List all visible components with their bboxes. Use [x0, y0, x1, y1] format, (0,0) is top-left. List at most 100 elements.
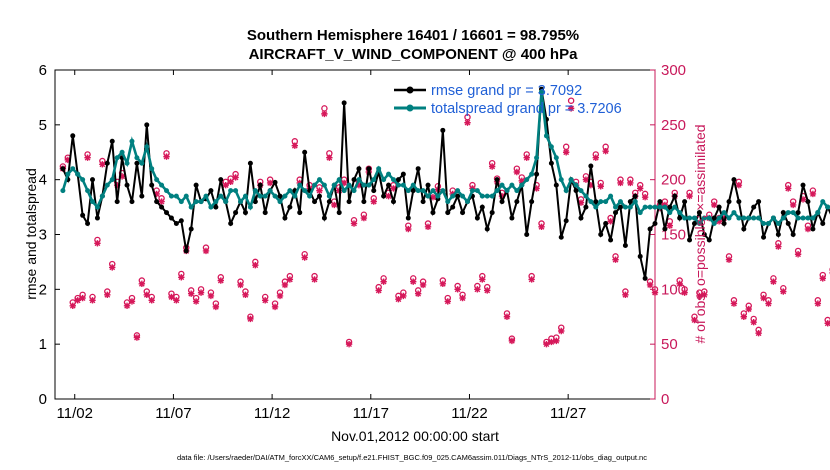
y-left-tick-label: 5 — [39, 117, 47, 134]
spread-point — [825, 204, 830, 210]
rmse-point — [553, 182, 559, 188]
spread-point — [326, 193, 332, 199]
obs-assimilated-point — [454, 286, 461, 293]
obs-assimilated-point — [444, 298, 451, 305]
spread-point — [321, 182, 327, 188]
obs-assimilated-point — [390, 185, 397, 192]
rmse-point — [548, 160, 554, 166]
spread-point — [558, 177, 564, 183]
obs-assimilated-point — [538, 223, 545, 231]
obs-assimilated-point — [508, 337, 516, 345]
rmse-point — [341, 100, 347, 106]
obs-assimilated-point — [765, 300, 772, 307]
obs-assimilated-point — [484, 287, 491, 294]
obs-assimilated-point — [641, 194, 649, 201]
obs-assimilated-point — [252, 262, 259, 269]
obs-assimilated-point — [553, 337, 560, 345]
obs-assimilated-point — [360, 214, 368, 222]
obs-assimilated-point — [597, 183, 604, 190]
obs-assimilated-point — [587, 181, 595, 189]
spread-point — [257, 193, 263, 199]
spread-point — [198, 199, 204, 205]
spread-point — [94, 204, 100, 210]
rmse-point — [395, 177, 401, 183]
spread-point — [99, 193, 105, 199]
spread-point — [780, 215, 786, 221]
obs-assimilated-point — [755, 330, 762, 337]
obs-assimilated-point — [528, 276, 535, 283]
obs-assimilated-point — [153, 190, 160, 198]
obs-assimilated-point — [745, 305, 752, 313]
rmse-point — [272, 179, 278, 185]
spread-point — [218, 193, 224, 199]
rmse-point — [662, 226, 668, 232]
spread-point — [509, 182, 515, 188]
spread-point — [139, 160, 145, 166]
obs-assimilated-point — [355, 181, 363, 189]
rmse-point — [316, 193, 322, 199]
spread-point — [568, 177, 574, 183]
spread-point — [608, 193, 614, 199]
spread-point — [662, 204, 668, 210]
spread-point — [583, 193, 589, 199]
spread-point — [346, 182, 352, 188]
rmse-point — [667, 204, 673, 210]
obs-assimilated-point — [370, 198, 377, 205]
rmse-point — [257, 182, 263, 188]
obs-assimilated-point — [666, 222, 674, 229]
spread-point — [119, 149, 125, 155]
chart-title-line2: AIRCRAFT_V_WIND_COMPONENT @ 400 hPa — [249, 46, 579, 63]
rmse-point — [164, 210, 170, 216]
obs-assimilated-point — [607, 218, 614, 225]
obs-assimilated-point — [69, 302, 76, 309]
obs-assimilated-point — [197, 289, 205, 296]
obs-possible-point — [567, 97, 575, 104]
spread-point — [395, 182, 401, 188]
spread-point — [593, 204, 599, 210]
spread-point — [312, 182, 318, 188]
x-tick-label: 11/02 — [57, 405, 93, 422]
rmse-point — [588, 163, 594, 169]
rmse-point — [642, 275, 648, 281]
rmse-point — [524, 232, 530, 237]
spread-point — [731, 210, 737, 216]
spread-point — [687, 215, 693, 221]
rmse-point — [711, 215, 717, 221]
rmse-point — [657, 199, 663, 205]
spread-point — [400, 182, 406, 188]
rmse-point — [233, 210, 239, 216]
spread-point — [381, 177, 387, 183]
spread-point — [820, 199, 826, 205]
obs-assimilated-point — [410, 278, 417, 285]
spread-point — [351, 188, 357, 194]
obs-assimilated-point — [819, 275, 826, 282]
spread-point — [213, 199, 219, 205]
rmse-point — [430, 210, 436, 216]
spread-point — [716, 215, 722, 221]
spread-point — [499, 182, 505, 188]
spread-point — [460, 193, 466, 199]
rmse-point — [178, 218, 184, 224]
spread-point — [341, 188, 347, 194]
rmse-point — [302, 149, 308, 155]
rmse-point — [366, 166, 372, 172]
spread-point — [652, 204, 658, 210]
spread-point — [297, 182, 303, 188]
obs-assimilated-point — [459, 294, 466, 302]
obs-assimilated-point — [750, 319, 757, 326]
spread-point — [469, 188, 475, 194]
spread-point — [751, 215, 757, 221]
spread-point — [539, 89, 545, 95]
rmse-point — [578, 215, 584, 221]
rmse-point — [810, 226, 816, 232]
obs-assimilated-point — [311, 276, 318, 283]
spread-point — [262, 193, 268, 199]
rmse-point — [509, 215, 515, 221]
spread-point — [415, 188, 421, 194]
spread-point — [617, 199, 623, 205]
rmse-point — [598, 232, 604, 237]
rmse-point — [563, 218, 569, 224]
x-tick-label: 11/22 — [451, 405, 487, 422]
spread-point — [489, 193, 495, 199]
